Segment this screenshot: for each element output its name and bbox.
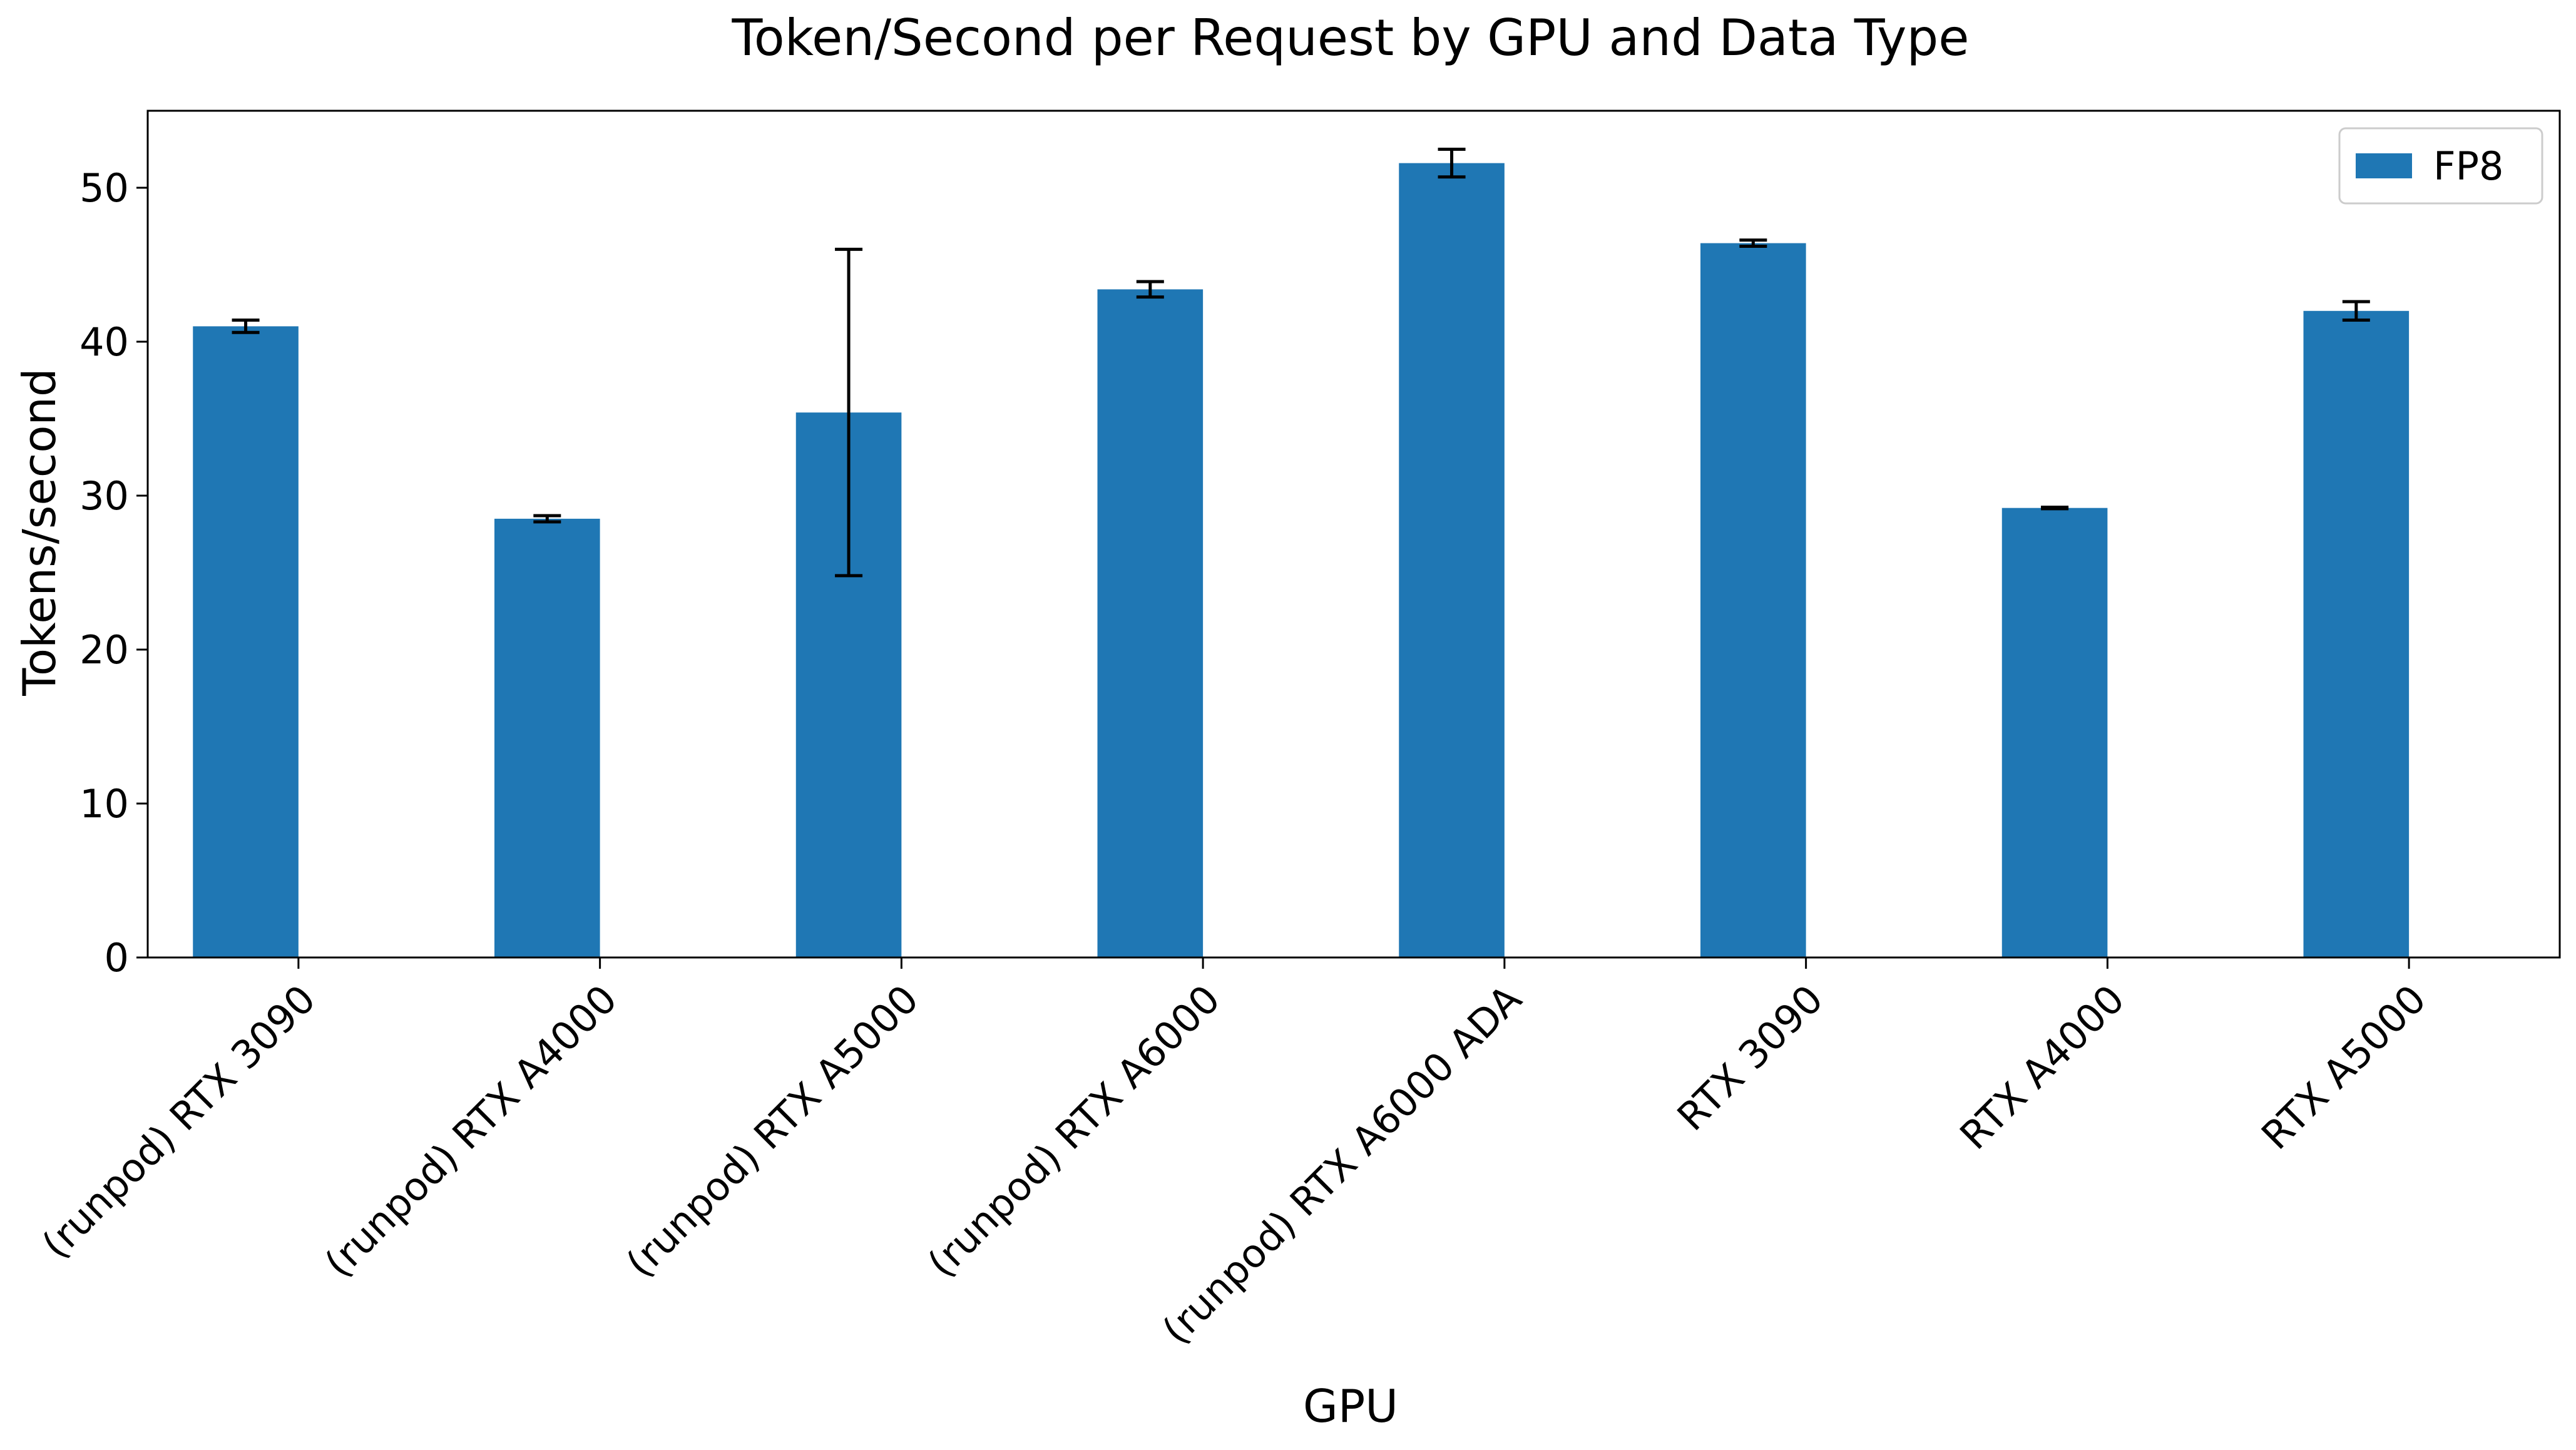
legend-box — [2338, 127, 2543, 205]
bar — [2001, 508, 2108, 957]
bar — [2303, 310, 2410, 957]
bar — [1097, 289, 1204, 957]
chart-title: Token/Second per Request by GPU and Data… — [731, 9, 1969, 67]
legend-label: FP8 — [2433, 143, 2504, 189]
y-tick-label: 30 — [79, 473, 129, 519]
bar — [1700, 243, 1806, 957]
x-tick-label: (runpod) RTX A5000 — [617, 976, 927, 1286]
y-axis-label: Tokens/second — [13, 368, 66, 696]
x-tick-label: (runpod) RTX 3090 — [33, 976, 324, 1267]
x-tick-label: (runpod) RTX A4000 — [315, 976, 625, 1286]
y-tick-label: 0 — [105, 935, 129, 981]
bar — [193, 326, 299, 957]
x-tick-label: (runpod) RTX A6000 — [919, 976, 1229, 1286]
x-tick-label: (runpod) RTX A6000 ADA — [1153, 976, 1530, 1353]
plot-frame — [146, 110, 2561, 959]
bar — [1399, 163, 1505, 957]
x-tick-label: RTX A4000 — [1951, 976, 2133, 1158]
bar — [494, 518, 600, 957]
x-axis-label: GPU — [1303, 1380, 1398, 1432]
y-tick-label: 20 — [79, 627, 129, 673]
x-tick-label: RTX 3090 — [1669, 976, 1832, 1140]
y-tick-label: 40 — [79, 319, 129, 365]
x-tick-label: RTX A5000 — [2252, 976, 2435, 1158]
y-tick-label: 50 — [79, 165, 129, 211]
y-tick-label: 10 — [79, 781, 129, 827]
legend-swatch — [2356, 153, 2412, 178]
